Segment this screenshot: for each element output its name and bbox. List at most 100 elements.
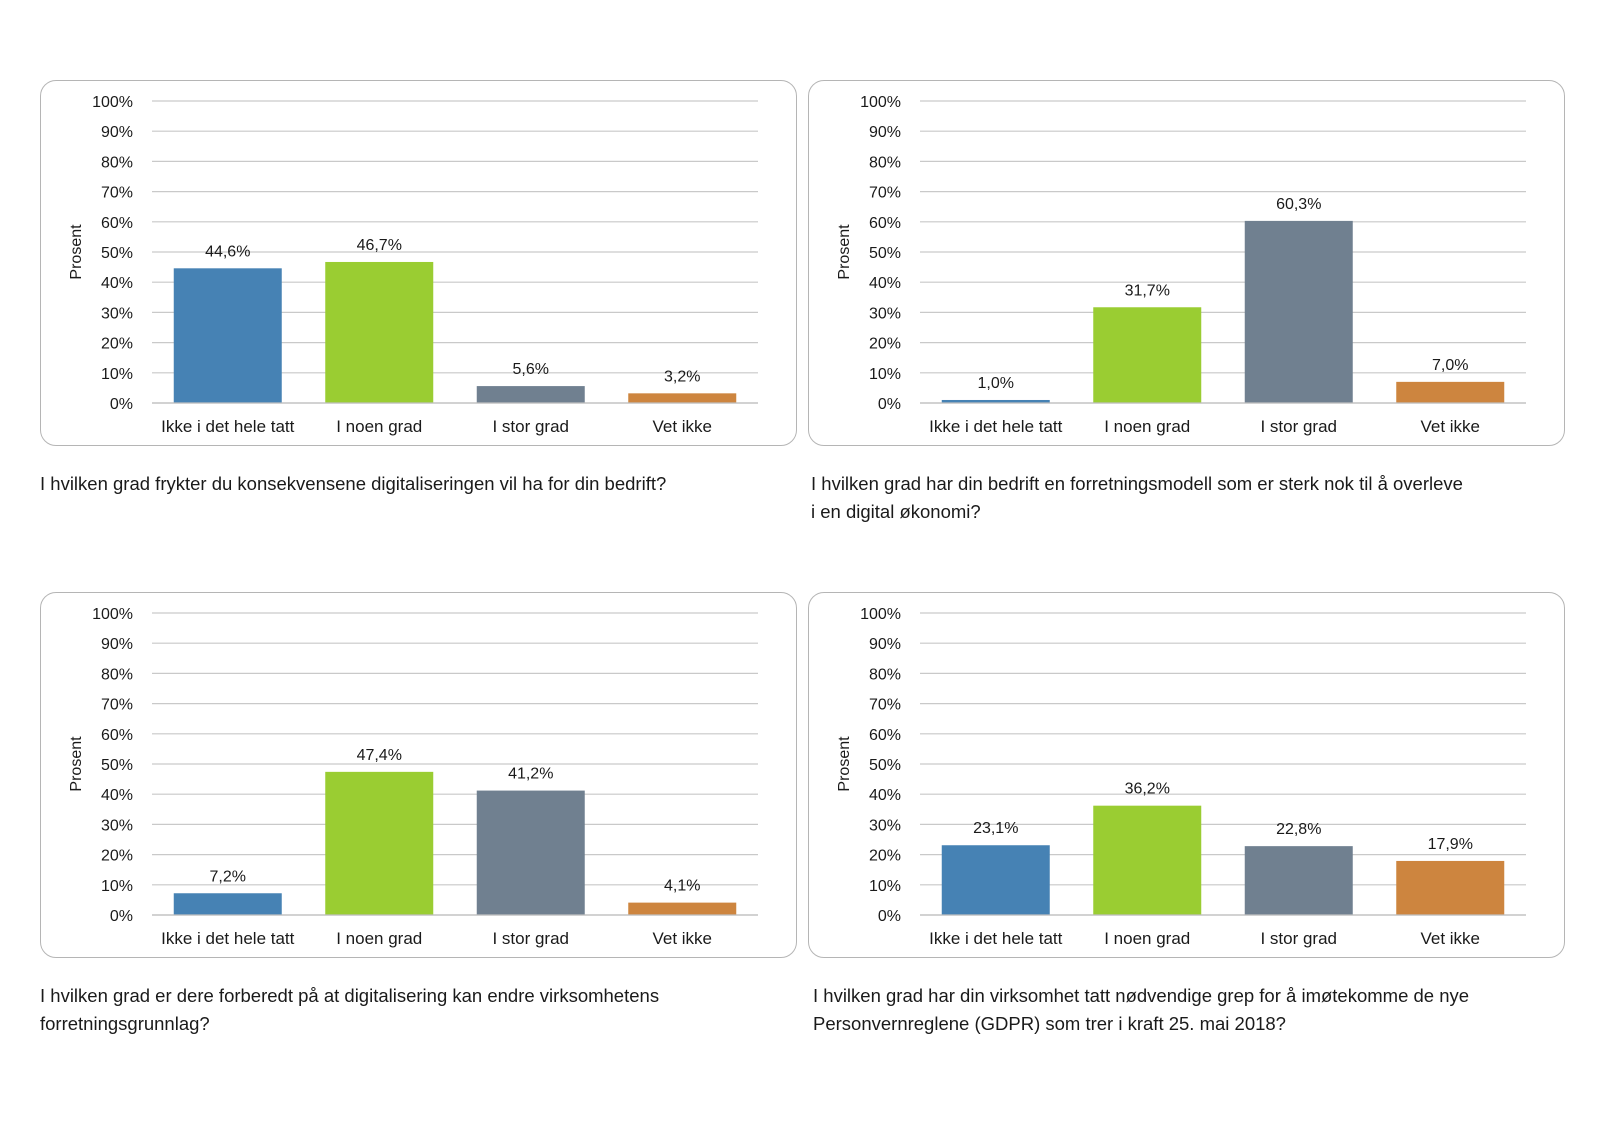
y-tick-label: 40% (101, 275, 133, 292)
y-tick-label: 50% (869, 757, 901, 774)
y-tick-label: 50% (101, 757, 133, 774)
data-label: 7,2% (210, 868, 246, 885)
data-label: 7,0% (1432, 357, 1468, 374)
data-label: 17,9% (1428, 836, 1473, 853)
y-tick-label: 20% (869, 848, 901, 865)
x-tick-label: I noen grad (336, 417, 422, 436)
data-label: 44,6% (205, 243, 250, 260)
y-axis-label: Prosent (836, 736, 853, 792)
bar (173, 268, 282, 403)
bar (1093, 307, 1202, 403)
y-tick-label: 80% (101, 154, 133, 171)
y-tick-label: 50% (101, 245, 133, 262)
x-tick-label: I stor grad (1260, 417, 1337, 436)
y-tick-label: 70% (869, 697, 901, 714)
y-tick-label: 70% (101, 697, 133, 714)
x-tick-label: Vet ikke (652, 929, 712, 948)
chart-panel-1: 0% 10% 20% 30% 40% 50% 60% 70% 80% 90% 100% Prosent… (40, 80, 797, 530)
y-tick-label: 20% (101, 848, 133, 865)
y-tick-label: 90% (869, 636, 901, 653)
data-label: 46,7% (357, 237, 402, 254)
y-tick-label: 10% (101, 878, 133, 895)
y-tick-label: 60% (101, 215, 133, 232)
y-tick-label: 70% (869, 185, 901, 202)
data-label: 60,3% (1276, 196, 1321, 213)
chart-caption: I hvilken grad har din virksomhet tatt n… (813, 985, 1470, 1034)
bar (1244, 220, 1353, 403)
data-label: 47,4% (357, 747, 402, 764)
y-tick-label: 40% (869, 275, 901, 292)
chart-caption: I hvilken grad er dere forberedt på at d… (40, 985, 660, 1034)
x-tick-label: I noen grad (1104, 417, 1190, 436)
data-label: 36,2% (1125, 781, 1170, 798)
data-label: 3,2% (664, 368, 700, 385)
x-tick-label: Vet ikke (1420, 417, 1480, 436)
y-axis-label: Prosent (68, 736, 85, 792)
y-tick-label: 80% (869, 666, 901, 683)
data-label: 1,0% (978, 375, 1014, 392)
bar (1244, 846, 1353, 915)
bar (476, 386, 585, 403)
y-tick-label: 90% (869, 124, 901, 141)
y-tick-label: 10% (869, 878, 901, 895)
bar (941, 399, 1050, 403)
y-tick-label: 10% (869, 366, 901, 383)
x-tick-label: I noen grad (336, 929, 422, 948)
data-label: 4,1% (664, 878, 700, 895)
y-tick-label: 40% (869, 787, 901, 804)
x-tick-label: Ikke i det hele tatt (929, 929, 1063, 948)
y-axis-label: Prosent (836, 224, 853, 280)
bar (325, 261, 434, 403)
x-tick-label: Ikke i det hele tatt (161, 417, 295, 436)
x-tick-label: Vet ikke (1420, 929, 1480, 948)
y-tick-label: 80% (869, 154, 901, 171)
y-tick-label: 100% (92, 606, 133, 623)
y-tick-label: 0% (110, 908, 133, 925)
bar (628, 902, 737, 915)
data-label: 5,6% (513, 361, 549, 378)
y-tick-label: 50% (869, 245, 901, 262)
y-tick-label: 40% (101, 787, 133, 804)
y-tick-label: 60% (869, 727, 901, 744)
bar (325, 771, 434, 915)
y-tick-label: 90% (101, 636, 133, 653)
y-tick-label: 70% (101, 185, 133, 202)
chart-caption: I hvilken grad har din bedrift en forret… (811, 473, 1463, 522)
x-tick-label: I stor grad (492, 417, 569, 436)
chart-panel-2: 0% 10% 20% 30% 40% 50% 60% 70% 80% 90% 100% Prosent… (808, 80, 1565, 530)
y-tick-label: 100% (92, 94, 133, 111)
x-tick-label: Vet ikke (652, 417, 712, 436)
data-label: 22,8% (1276, 821, 1321, 838)
chart-panel-3: 0% 10% 20% 30% 40% 50% 60% 70% 80% 90% 100% Prosent… (40, 592, 797, 1042)
bar-chart-2: 0% 10% 20% 30% 40% 50% 60% 70% 80% 90% 100% Prosent… (836, 94, 1526, 436)
y-tick-label: 30% (101, 817, 133, 834)
data-label: 23,1% (973, 820, 1018, 837)
y-tick-label: 100% (860, 94, 901, 111)
y-tick-label: 100% (860, 606, 901, 623)
y-tick-label: 30% (101, 305, 133, 322)
y-tick-label: 30% (869, 305, 901, 322)
y-tick-label: 30% (869, 817, 901, 834)
y-tick-label: 90% (101, 124, 133, 141)
bar-chart-4: 0% 10% 20% 30% 40% 50% 60% 70% 80% 90% 100% Prosent… (836, 606, 1526, 948)
bar (476, 790, 585, 915)
bar-chart-1: 0% 10% 20% 30% 40% 50% 60% 70% 80% 90% 100% Prosent… (68, 94, 758, 436)
y-tick-label: 20% (869, 336, 901, 353)
bar (1396, 860, 1505, 915)
bar (941, 845, 1050, 915)
bar (1396, 381, 1505, 403)
y-tick-label: 80% (101, 666, 133, 683)
x-tick-label: I stor grad (1260, 929, 1337, 948)
y-tick-label: 0% (878, 908, 901, 925)
data-label: 41,2% (508, 766, 553, 783)
x-tick-label: Ikke i det hele tatt (161, 929, 295, 948)
data-label: 31,7% (1125, 282, 1170, 299)
y-tick-label: 60% (101, 727, 133, 744)
x-tick-label: I noen grad (1104, 929, 1190, 948)
y-tick-label: 10% (101, 366, 133, 383)
bar (173, 893, 282, 915)
bar (1093, 805, 1202, 915)
x-tick-label: Ikke i det hele tatt (929, 417, 1063, 436)
bar (628, 393, 737, 403)
y-tick-label: 60% (869, 215, 901, 232)
